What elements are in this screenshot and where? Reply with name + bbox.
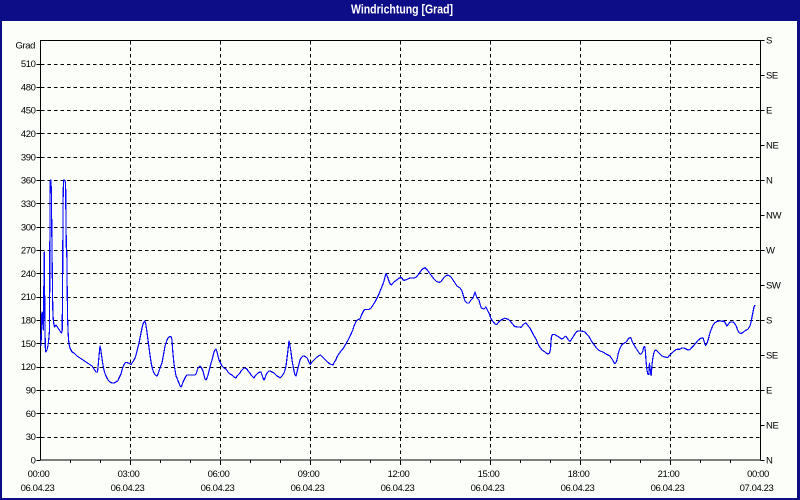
svg-text:W: W xyxy=(766,246,775,257)
svg-text:06.04.23: 06.04.23 xyxy=(561,483,595,494)
svg-text:06:00: 06:00 xyxy=(208,469,230,480)
svg-text:NE: NE xyxy=(766,421,778,432)
svg-text:S: S xyxy=(766,316,772,327)
svg-text:S: S xyxy=(766,36,772,47)
svg-text:09:00: 09:00 xyxy=(298,469,320,480)
svg-text:06.04.23: 06.04.23 xyxy=(201,483,235,494)
svg-text:0: 0 xyxy=(31,456,36,467)
svg-text:510: 510 xyxy=(21,59,36,70)
svg-text:18:00: 18:00 xyxy=(568,469,590,480)
svg-text:00:00: 00:00 xyxy=(747,469,769,480)
svg-text:E: E xyxy=(766,106,772,117)
svg-text:07.04.23: 07.04.23 xyxy=(740,483,774,494)
svg-text:06.04.23: 06.04.23 xyxy=(651,483,685,494)
svg-text:N: N xyxy=(766,456,773,467)
svg-text:300: 300 xyxy=(21,222,36,233)
svg-text:00:00: 00:00 xyxy=(28,469,50,480)
svg-text:06.04.23: 06.04.23 xyxy=(471,483,505,494)
svg-text:180: 180 xyxy=(21,316,36,327)
svg-text:03:00: 03:00 xyxy=(118,469,140,480)
svg-text:SE: SE xyxy=(766,351,778,362)
svg-text:12:00: 12:00 xyxy=(388,469,410,480)
svg-text:360: 360 xyxy=(21,176,36,187)
svg-text:SE: SE xyxy=(766,71,778,82)
svg-text:240: 240 xyxy=(21,269,36,280)
svg-text:NE: NE xyxy=(766,141,778,152)
svg-text:06.04.23: 06.04.23 xyxy=(381,483,415,494)
svg-text:21:00: 21:00 xyxy=(658,469,680,480)
svg-text:330: 330 xyxy=(21,199,36,210)
svg-text:NW: NW xyxy=(766,211,781,222)
svg-text:N: N xyxy=(766,176,773,187)
svg-text:420: 420 xyxy=(21,129,36,140)
svg-text:270: 270 xyxy=(21,246,36,257)
svg-text:06.04.23: 06.04.23 xyxy=(291,483,325,494)
svg-text:120: 120 xyxy=(21,362,36,373)
svg-text:90: 90 xyxy=(26,386,36,397)
svg-text:390: 390 xyxy=(21,152,36,163)
svg-text:06.04.23: 06.04.23 xyxy=(21,483,55,494)
svg-text:SW: SW xyxy=(766,281,781,292)
svg-text:15:00: 15:00 xyxy=(478,469,500,480)
svg-text:150: 150 xyxy=(21,339,36,350)
svg-text:Windrichtung [Grad]: Windrichtung [Grad] xyxy=(351,3,453,17)
svg-text:450: 450 xyxy=(21,106,36,117)
svg-text:Grad: Grad xyxy=(15,41,35,52)
svg-text:E: E xyxy=(766,386,772,397)
svg-text:60: 60 xyxy=(26,409,36,420)
svg-text:06.04.23: 06.04.23 xyxy=(111,483,145,494)
svg-text:30: 30 xyxy=(26,432,36,443)
svg-text:480: 480 xyxy=(21,82,36,93)
svg-text:210: 210 xyxy=(21,292,36,303)
